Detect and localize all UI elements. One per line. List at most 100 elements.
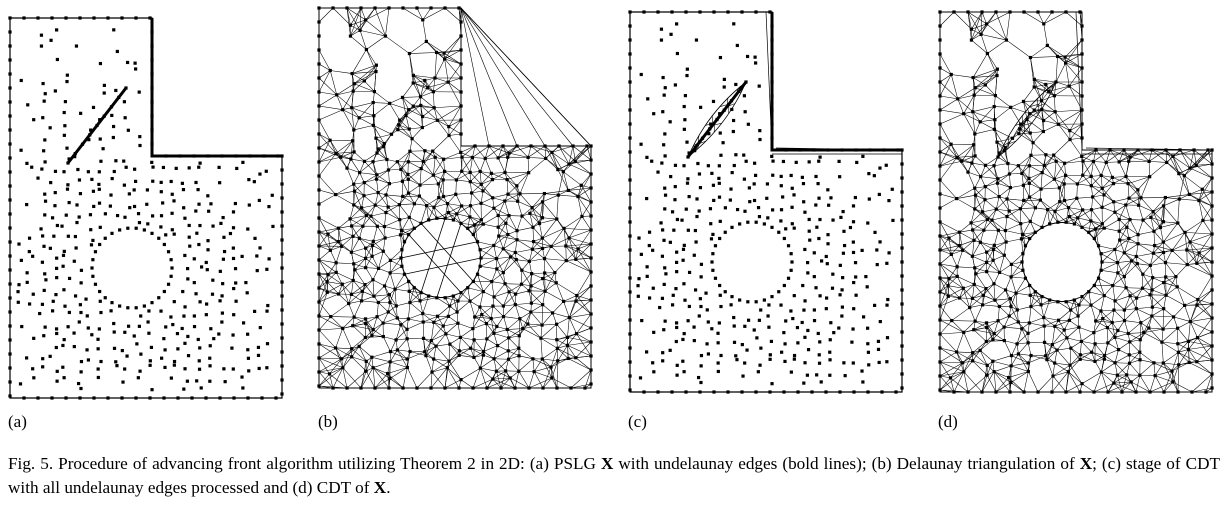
mesh-edge	[335, 153, 348, 169]
mesh-edge	[419, 185, 421, 197]
mesh-edge	[1093, 161, 1107, 163]
mesh-node	[717, 181, 721, 185]
mesh-node	[789, 252, 793, 256]
mesh-node	[186, 267, 190, 271]
mesh-edge	[1137, 176, 1150, 190]
mesh-node	[885, 360, 889, 364]
mesh-edge	[1163, 381, 1174, 393]
mesh-edge	[531, 291, 546, 304]
mesh-node	[74, 44, 79, 48]
mesh-edge	[1161, 341, 1178, 345]
mesh-edge	[544, 272, 556, 292]
mesh-node	[55, 379, 59, 383]
mesh-edge	[1142, 277, 1153, 289]
mesh-edge	[350, 24, 361, 31]
mesh-edge	[540, 325, 543, 339]
mesh-edge	[447, 81, 462, 107]
mesh-edge	[541, 312, 553, 326]
mesh-edge	[1076, 183, 1078, 199]
mesh-edge	[997, 182, 1011, 188]
mesh-edge	[359, 172, 377, 176]
mesh-edge	[1006, 39, 1031, 58]
mesh-edge	[568, 187, 592, 191]
mesh-node	[860, 369, 864, 373]
mesh-node	[387, 293, 391, 297]
mesh-node	[89, 243, 94, 247]
mesh-node	[132, 188, 136, 192]
mesh-edge	[1054, 175, 1066, 180]
mesh-node	[516, 199, 520, 203]
mesh-edge	[1094, 227, 1105, 239]
mesh-edge	[542, 272, 556, 279]
mesh-node	[878, 240, 882, 244]
mesh-edge	[318, 281, 328, 303]
mesh-node	[66, 183, 70, 187]
mesh-edge	[318, 329, 336, 349]
mesh-node	[541, 276, 545, 281]
mesh-edge	[1161, 342, 1164, 364]
mesh-edge	[496, 248, 504, 259]
mesh-node	[742, 177, 746, 181]
mesh-edge	[492, 378, 516, 389]
mesh-node	[112, 28, 116, 32]
mesh-node	[198, 223, 202, 228]
mesh-node	[817, 353, 821, 357]
mesh-node	[407, 108, 411, 112]
mesh-edge	[1094, 343, 1105, 356]
mesh-node	[61, 365, 65, 369]
mesh-node	[779, 303, 783, 307]
mesh-node	[26, 103, 30, 107]
mesh-node	[382, 142, 386, 146]
mesh-edge	[353, 117, 360, 131]
mesh-edge	[568, 216, 583, 239]
mesh-edge	[448, 119, 462, 127]
mesh-edge	[391, 119, 400, 135]
mesh-node	[866, 350, 871, 354]
mesh-node	[211, 278, 215, 282]
mesh-edge	[419, 168, 422, 186]
mesh-edge	[373, 237, 386, 242]
mesh-node	[61, 253, 66, 257]
mesh-edge	[1055, 62, 1066, 83]
mesh-edge	[996, 137, 1013, 143]
mesh-edge	[389, 378, 404, 389]
mesh-edge	[1125, 176, 1139, 190]
mesh-node	[208, 364, 212, 368]
mesh-edge	[480, 367, 497, 372]
mesh-edge	[481, 173, 492, 185]
mesh-edge	[972, 229, 981, 243]
mesh-node	[768, 357, 772, 361]
mesh-edge	[318, 357, 330, 375]
mesh-node	[675, 217, 680, 222]
mesh-edge	[570, 369, 592, 389]
mesh-edge	[1139, 375, 1151, 393]
mesh-node	[325, 290, 329, 294]
mesh-edge	[1011, 264, 1024, 271]
mesh-edge	[939, 198, 957, 209]
mesh-edge	[1095, 228, 1099, 246]
mesh-edge	[348, 303, 355, 318]
mesh-edge	[516, 239, 534, 242]
mesh-node	[93, 250, 98, 254]
mesh-edge	[444, 203, 448, 219]
mesh-edge	[1012, 123, 1021, 139]
mesh-edge	[414, 203, 427, 206]
mesh-node	[566, 356, 570, 361]
mesh-edge	[986, 320, 999, 324]
mesh-edge	[492, 377, 511, 380]
mesh-node	[824, 307, 828, 311]
mesh-node	[728, 198, 732, 202]
mesh-node	[790, 186, 794, 190]
mesh-node	[567, 162, 571, 166]
mesh-node	[705, 342, 709, 346]
mesh-node	[64, 213, 68, 217]
mesh-edge	[335, 347, 344, 368]
mesh-edge	[972, 242, 981, 257]
mesh-edge	[1034, 291, 1042, 305]
mesh-edge	[1065, 62, 1070, 87]
mesh-node	[792, 226, 796, 230]
mesh-node	[674, 339, 678, 344]
mesh-edge	[544, 190, 569, 194]
mesh-node	[705, 308, 709, 312]
mesh-edge	[481, 208, 495, 220]
